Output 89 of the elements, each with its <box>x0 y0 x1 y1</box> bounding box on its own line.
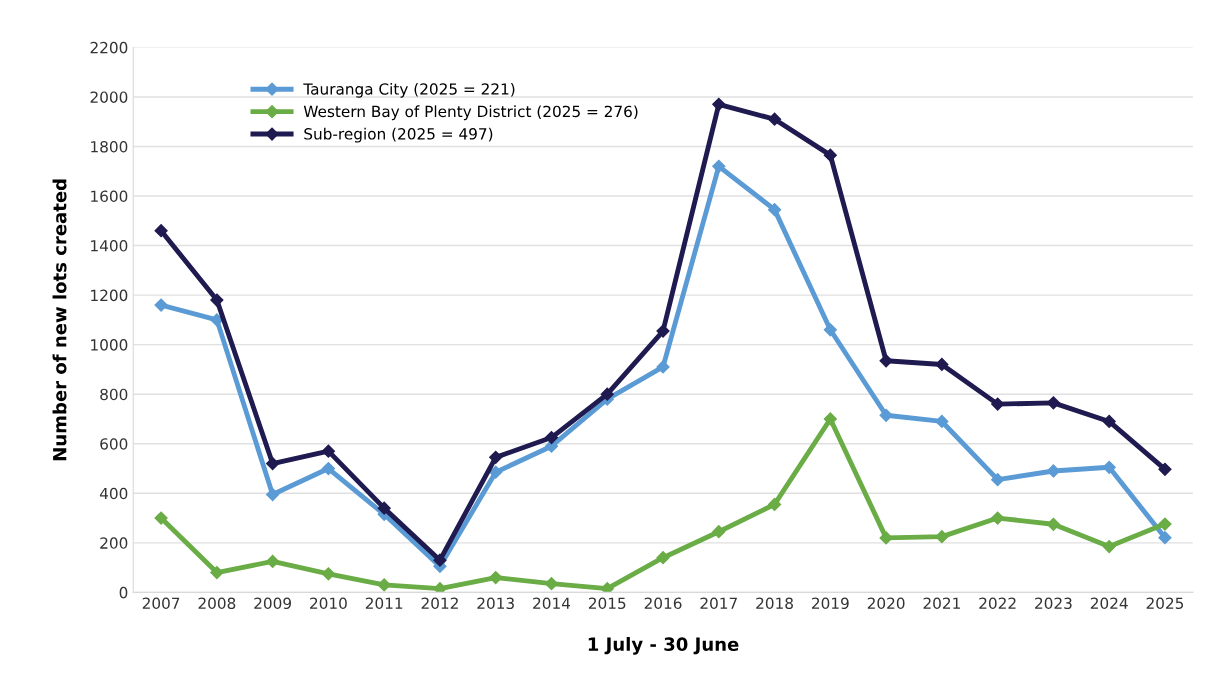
x-tick-label: 2017 <box>700 597 737 610</box>
point <box>1102 539 1116 554</box>
point <box>935 530 949 544</box>
point <box>879 531 893 545</box>
point <box>991 473 1005 487</box>
point <box>544 430 559 445</box>
point <box>1046 464 1060 478</box>
point <box>210 293 224 307</box>
point <box>1046 396 1060 410</box>
point <box>210 313 224 327</box>
point <box>321 461 335 476</box>
y-tick-label: 800 <box>100 388 128 401</box>
x-tick-label: 2009 <box>254 597 291 610</box>
x-tick-label: 2018 <box>756 597 793 610</box>
point <box>266 456 280 471</box>
point <box>712 97 726 111</box>
point <box>1102 460 1116 474</box>
point <box>656 360 670 374</box>
point <box>823 412 837 426</box>
point <box>767 112 782 126</box>
point <box>321 567 335 581</box>
point <box>600 582 614 593</box>
y-tick-label: 1000 <box>91 339 128 351</box>
point <box>991 511 1005 525</box>
x-tick-label: 2016 <box>644 597 682 610</box>
y-tick-label: 1800 <box>91 140 128 153</box>
point <box>935 414 949 429</box>
x-tick-label: 2010 <box>310 597 347 610</box>
x-tick-label: 2022 <box>979 597 1016 610</box>
y-tick-label: 1600 <box>91 190 128 203</box>
point <box>879 408 893 422</box>
point <box>600 387 614 401</box>
point <box>154 224 168 238</box>
y-tick-label: 0 <box>119 586 128 599</box>
x-tick-label: 2008 <box>198 597 236 610</box>
point <box>489 465 503 479</box>
point <box>377 578 391 592</box>
x-tick-label: 2014 <box>533 597 571 610</box>
x-tick-label: 2011 <box>365 597 403 610</box>
y-tick-label: 200 <box>100 537 128 549</box>
x-tick-label: 2025 <box>1146 597 1184 610</box>
point <box>210 565 224 580</box>
x-tick-label: 2024 <box>1090 597 1128 610</box>
x-tick-label: 2012 <box>421 597 458 610</box>
point <box>1046 517 1060 531</box>
point <box>489 450 503 464</box>
point <box>935 357 949 372</box>
x-tick-label: 2015 <box>588 597 626 610</box>
point <box>433 582 447 593</box>
x-tick-label: 2019 <box>812 597 849 610</box>
legend-label: Western Bay of Plenty District (2025 = 276) <box>303 105 638 121</box>
point <box>823 148 837 162</box>
point <box>266 487 280 502</box>
point <box>1158 517 1172 531</box>
x-tick-label: 2013 <box>477 597 514 610</box>
point <box>823 323 837 337</box>
y-tick-label: 2200 <box>90 41 128 54</box>
point <box>266 554 280 568</box>
x-tick-label: 2021 <box>923 597 960 610</box>
point <box>489 570 503 585</box>
y-tick-label: 2000 <box>90 91 128 103</box>
point <box>154 298 168 312</box>
y-tick-label: 1400 <box>91 240 128 252</box>
point <box>767 203 782 217</box>
x-tick-label: 2020 <box>867 597 905 610</box>
point <box>377 501 391 515</box>
point <box>712 525 726 539</box>
x-axis-title: 1 July - 30 June <box>588 637 739 655</box>
point <box>1158 462 1172 476</box>
point <box>1158 531 1172 545</box>
x-tick-label: 2007 <box>142 597 180 610</box>
point <box>433 553 447 567</box>
point <box>656 324 670 338</box>
point <box>544 577 559 591</box>
point <box>656 551 670 565</box>
point <box>767 497 782 512</box>
y-tick-label: 1200 <box>91 289 128 302</box>
point <box>712 159 726 173</box>
y-axis-title: Number of new lots created <box>52 179 67 461</box>
y-tick-label: 600 <box>100 438 128 450</box>
point <box>991 397 1005 411</box>
legend-label: Sub-region (2025 = 497) <box>304 127 493 143</box>
point <box>1102 414 1116 429</box>
legend-label: Tauranga City (2025 = 221) <box>303 82 515 98</box>
point <box>879 354 893 368</box>
point <box>154 511 168 525</box>
x-tick-label: 2023 <box>1035 597 1072 610</box>
point <box>321 444 335 458</box>
y-tick-label: 400 <box>99 487 128 500</box>
